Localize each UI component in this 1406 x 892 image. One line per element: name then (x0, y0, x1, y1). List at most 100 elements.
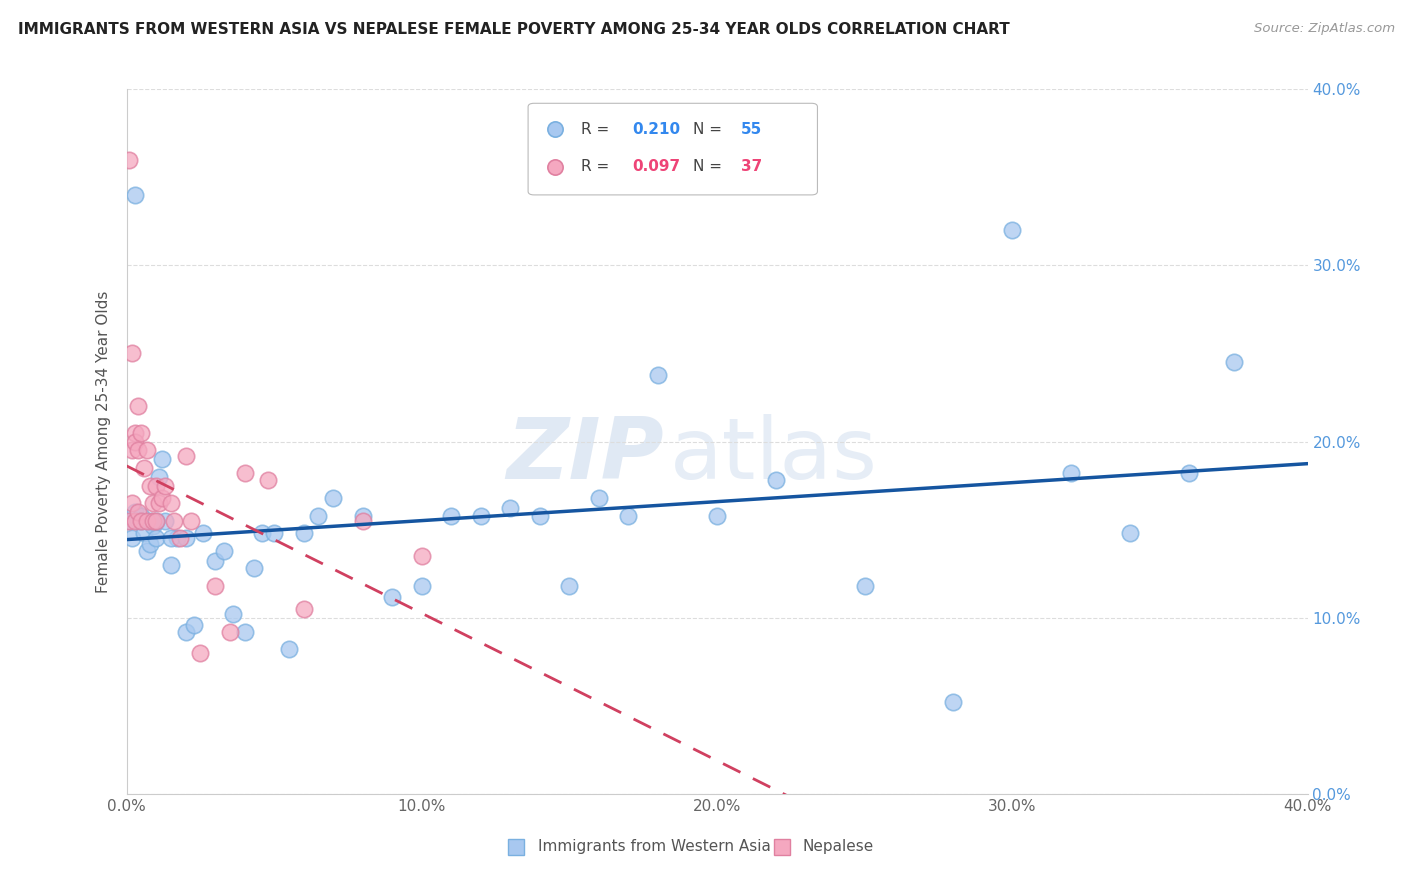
Point (163, 514, 186, 528)
Point (1001, 223, 1024, 237)
Text: R =: R = (581, 122, 614, 136)
Point (222, 607, 245, 622)
Text: Nepalese: Nepalese (801, 839, 873, 855)
Point (148, 496, 170, 510)
Point (134, 461, 156, 475)
Point (411, 579, 433, 593)
Y-axis label: Female Poverty Among 25-34 Year Olds: Female Poverty Among 25-34 Year Olds (96, 291, 111, 592)
Point (145, 532, 167, 546)
Point (153, 478, 176, 492)
Point (124, 434, 146, 449)
Point (145, 514, 167, 528)
Point (139, 537, 162, 551)
Point (381, 590, 404, 604)
Point (1060, 467, 1083, 481)
Point (127, 443, 149, 458)
Point (558, 579, 581, 593)
Point (166, 532, 188, 546)
Point (308, 508, 330, 523)
Point (136, 443, 159, 458)
Text: IMMIGRANTS FROM WESTERN ASIA VS NEPALESE FEMALE POVERTY AMONG 25-34 YEAR OLDS CO: IMMIGRANTS FROM WESTERN ASIA VS NEPALESE… (18, 22, 1010, 37)
Point (121, 496, 143, 510)
Point (278, 642, 301, 657)
Point (134, 526, 156, 541)
Text: R =: R = (581, 159, 614, 174)
Point (121, 346, 143, 360)
Point (219, 624, 242, 639)
Point (129, 425, 153, 440)
Point (257, 473, 280, 487)
Point (129, 514, 153, 528)
Point (153, 514, 176, 528)
Point (180, 514, 202, 528)
Point (706, 508, 728, 523)
Point (470, 508, 492, 523)
Point (174, 449, 197, 463)
Point (292, 526, 315, 541)
Text: 0.210: 0.210 (633, 122, 681, 136)
Point (765, 473, 787, 487)
Point (148, 469, 170, 483)
Point (124, 187, 146, 202)
Point (233, 467, 256, 481)
Text: 0.097: 0.097 (633, 159, 681, 174)
Point (160, 532, 183, 546)
Point (352, 508, 374, 523)
Point (160, 496, 183, 510)
Point (1178, 467, 1201, 481)
Text: Immigrants from Western Asia: Immigrants from Western Asia (537, 839, 770, 855)
Point (212, 543, 235, 558)
Point (322, 491, 344, 505)
Text: N =: N = (693, 122, 727, 136)
Point (853, 579, 876, 593)
Point (145, 478, 167, 492)
Point (127, 514, 149, 528)
Point (129, 514, 153, 528)
Point (160, 558, 183, 572)
Point (252, 526, 274, 541)
Point (174, 624, 197, 639)
Point (233, 624, 256, 639)
Point (145, 514, 167, 528)
Point (136, 543, 159, 558)
Text: atlas: atlas (669, 414, 877, 497)
Point (124, 505, 146, 519)
Point (150, 491, 173, 505)
Point (942, 695, 965, 709)
Point (127, 399, 149, 413)
Text: 37: 37 (741, 159, 762, 174)
Point (411, 549, 433, 563)
Point (193, 526, 215, 541)
Point (118, 514, 141, 528)
Point (204, 554, 226, 568)
Point (647, 368, 669, 382)
Point (150, 452, 173, 467)
Point (136, 514, 159, 528)
Point (124, 514, 146, 528)
Point (169, 532, 191, 546)
Point (174, 532, 197, 546)
Point (1119, 526, 1142, 541)
FancyBboxPatch shape (529, 103, 817, 194)
Point (121, 443, 143, 458)
Point (142, 496, 165, 510)
Point (1223, 355, 1246, 369)
Point (118, 514, 141, 528)
Point (263, 526, 285, 541)
Point (142, 514, 165, 528)
Point (142, 519, 165, 533)
Point (242, 561, 264, 575)
Point (183, 617, 205, 632)
Text: N =: N = (693, 159, 727, 174)
Text: Source: ZipAtlas.com: Source: ZipAtlas.com (1254, 22, 1395, 36)
Point (499, 501, 522, 516)
Point (352, 514, 374, 528)
Point (139, 514, 162, 528)
Point (204, 579, 226, 593)
Point (529, 508, 551, 523)
Point (121, 532, 143, 546)
Text: ZIP: ZIP (506, 414, 664, 497)
Text: 55: 55 (741, 122, 762, 136)
Point (124, 425, 146, 440)
Point (129, 508, 153, 523)
